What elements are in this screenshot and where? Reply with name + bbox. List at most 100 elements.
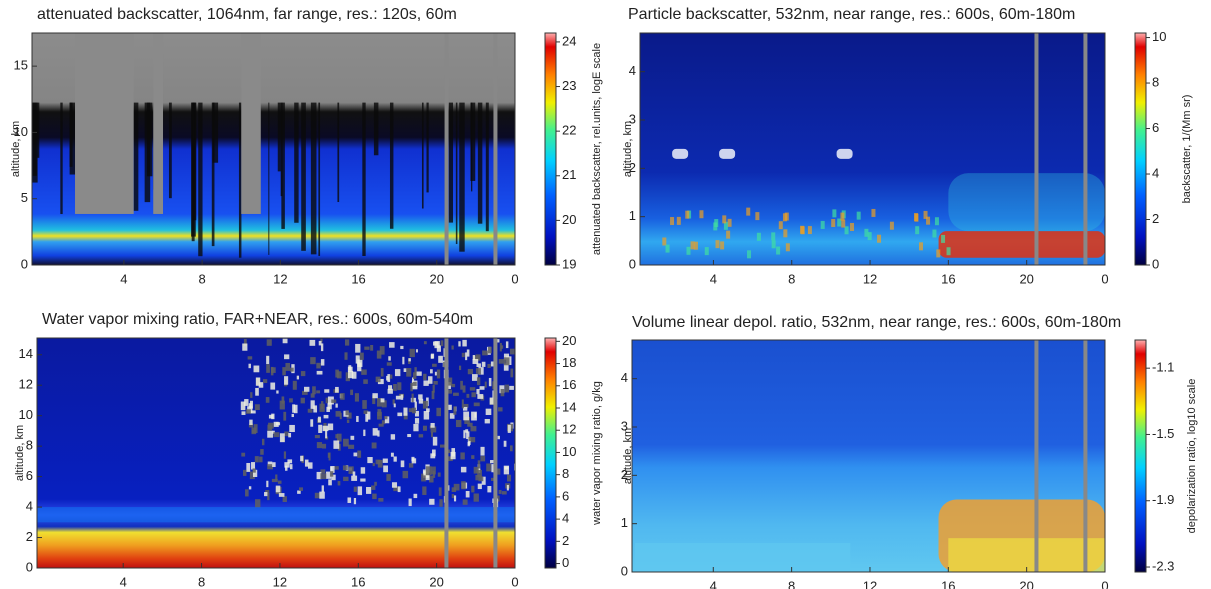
streak	[470, 102, 476, 181]
speck	[462, 385, 466, 393]
speck	[403, 407, 408, 416]
streak	[310, 102, 317, 255]
speck	[393, 403, 396, 408]
speck	[389, 342, 395, 348]
speck	[397, 382, 402, 391]
speck	[297, 490, 301, 494]
speck	[289, 367, 294, 372]
speck	[494, 468, 501, 475]
speck	[415, 349, 418, 353]
patch	[938, 231, 1105, 258]
speck	[312, 386, 316, 395]
heatmap	[32, 33, 515, 265]
speck	[471, 374, 478, 381]
colorbar-tick-label: 8	[1152, 74, 1159, 89]
speck	[500, 345, 504, 349]
y-tick-label: 2	[621, 467, 628, 482]
speck	[310, 393, 315, 398]
streak	[133, 102, 139, 211]
y-tick-label: 3	[621, 418, 628, 433]
speck	[357, 450, 362, 458]
speck	[476, 363, 481, 368]
speck	[350, 389, 354, 396]
speck	[284, 354, 290, 360]
speck	[408, 358, 411, 362]
speck	[437, 472, 441, 477]
speck	[477, 464, 481, 473]
speck	[914, 213, 919, 222]
speck	[475, 474, 482, 481]
speck	[394, 369, 401, 377]
speck	[265, 397, 270, 403]
speck	[254, 404, 260, 411]
speck	[498, 407, 503, 412]
speck	[498, 489, 502, 494]
speck	[319, 403, 325, 412]
speck	[498, 359, 505, 364]
colorbar-tick-label: -1.5	[1152, 426, 1174, 441]
speck	[347, 366, 353, 372]
speck	[316, 390, 321, 394]
speck	[431, 390, 435, 400]
speck	[465, 352, 468, 361]
speck	[699, 210, 704, 219]
speck	[477, 460, 481, 469]
speck	[322, 443, 327, 449]
speck	[300, 371, 306, 377]
speck	[727, 218, 732, 227]
speck	[347, 497, 352, 503]
speck	[497, 435, 500, 440]
speck	[422, 400, 428, 409]
speck	[251, 462, 256, 470]
speck	[243, 339, 247, 346]
speck	[392, 399, 395, 405]
speck	[460, 452, 465, 460]
colorbar-tick-label: 10	[1152, 29, 1166, 44]
speck	[460, 466, 467, 473]
speck	[248, 423, 254, 428]
speck	[472, 358, 479, 364]
speck	[285, 465, 288, 471]
speck	[343, 438, 349, 447]
speck	[260, 449, 264, 455]
speck	[408, 408, 414, 413]
speck	[690, 241, 695, 250]
streak	[281, 102, 285, 229]
speck	[400, 460, 405, 468]
speck	[387, 374, 391, 382]
speck	[503, 440, 507, 447]
gap-line	[493, 338, 498, 568]
speck	[386, 362, 392, 366]
speck	[416, 371, 422, 376]
speck	[411, 393, 414, 403]
speck	[479, 386, 485, 390]
streak	[268, 102, 270, 255]
y-tick-label: 6	[26, 468, 33, 483]
speck	[333, 440, 340, 449]
x-tick-label: 20	[1019, 271, 1033, 286]
layer	[672, 148, 689, 159]
speck	[284, 376, 289, 385]
speck	[429, 498, 435, 505]
speck	[357, 362, 362, 372]
speck	[463, 411, 470, 421]
speck	[255, 377, 261, 386]
speck	[418, 398, 424, 404]
speck	[388, 385, 393, 390]
speck	[397, 486, 401, 493]
speck	[466, 431, 470, 439]
colorbar-tick-label: 24	[562, 33, 576, 48]
speck	[336, 371, 342, 379]
speck	[267, 424, 273, 431]
speck	[389, 374, 393, 379]
speck	[867, 232, 872, 241]
colorbar-tick-label: -1.1	[1152, 360, 1174, 375]
y-tick-label: 4	[26, 499, 33, 514]
band	[37, 507, 515, 523]
speck	[320, 343, 324, 352]
speck	[282, 367, 286, 376]
speck	[276, 390, 279, 394]
speck	[510, 368, 514, 378]
speck	[372, 395, 376, 405]
speck	[367, 411, 371, 420]
